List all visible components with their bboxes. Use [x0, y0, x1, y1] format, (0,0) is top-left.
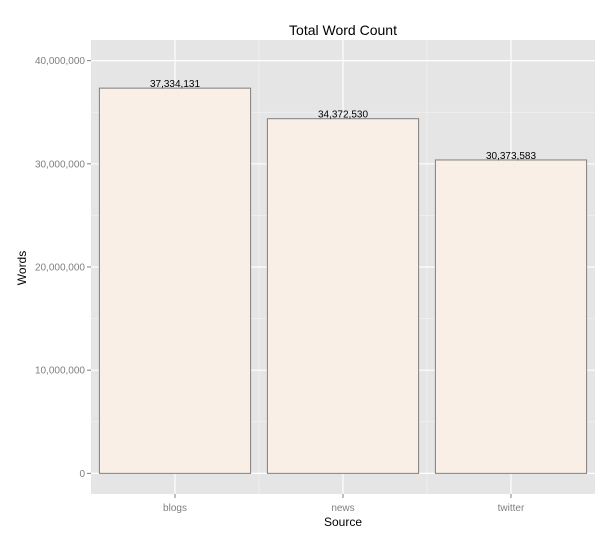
data-label-news: 34,372,530 [318, 110, 368, 121]
y-tick-label: 20,000,000 [35, 263, 85, 274]
bar-news [266, 118, 420, 474]
x-tick-label: news [331, 503, 354, 514]
x-axis-title: Source [324, 515, 362, 529]
y-tick-label: 0 [79, 469, 85, 480]
chart-title: Total Word Count [289, 22, 397, 38]
x-tick-label: twitter [498, 503, 525, 514]
y-tick-label: 40,000,000 [35, 56, 85, 67]
data-label-twitter: 30,373,583 [486, 151, 536, 162]
data-label-blogs: 37,334,131 [150, 79, 200, 90]
y-tick-label: 30,000,000 [35, 159, 85, 170]
y-axis-title: Words [15, 251, 29, 285]
y-tick-label: 10,000,000 [35, 366, 85, 377]
bar-twitter [434, 159, 588, 474]
bars: 37,334,131 34,372,530 30,373,583 [98, 79, 588, 474]
x-tick-label: blogs [163, 503, 187, 514]
bar-blogs [98, 87, 252, 474]
y-axis-ticks: 0 10,000,000 20,000,000 30,000,000 40,000,00… [35, 56, 91, 480]
x-axis-ticks: blogs news twitter [163, 494, 525, 514]
